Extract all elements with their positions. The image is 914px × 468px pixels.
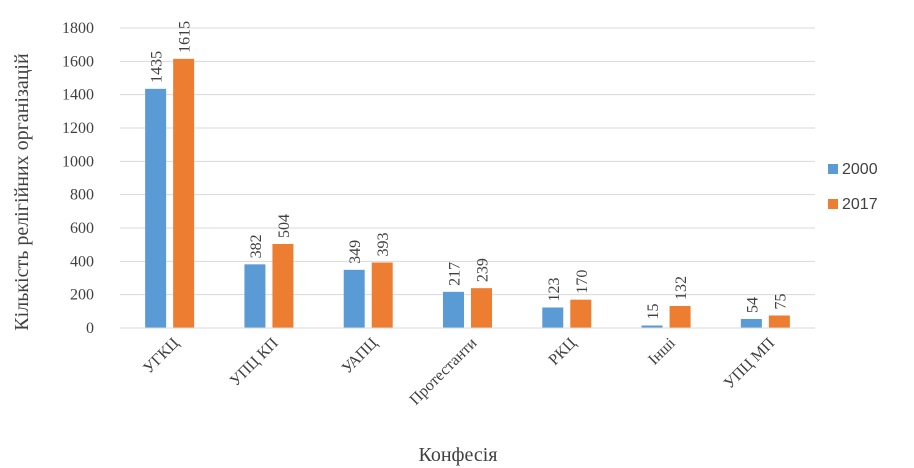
data-label: 1615: [177, 21, 194, 53]
y-tick-label: 800: [70, 187, 94, 204]
bar-2017: [669, 306, 691, 328]
bar-2000: [641, 325, 663, 328]
legend-swatch-2000: [828, 164, 838, 174]
bar-2000: [443, 291, 464, 328]
x-tick-label: Протестанти: [407, 334, 481, 408]
y-axis-title: Кількість релігійних організацій: [11, 53, 33, 331]
bar-2017: [471, 288, 492, 328]
x-tick-label: УГКЦ: [140, 334, 183, 377]
legend-label: 2000: [842, 161, 878, 178]
y-tick-label: 400: [70, 253, 94, 270]
bar-2000: [244, 264, 266, 328]
bar-2000: [343, 269, 365, 328]
y-tick-label: 1000: [62, 153, 94, 170]
y-tick-label: 1200: [62, 120, 94, 137]
gridlines: [120, 27, 815, 296]
y-tick-label: 600: [70, 220, 94, 237]
bar-2017: [272, 244, 294, 328]
bar-2000: [542, 307, 564, 328]
x-axis-title: Конфесія: [418, 444, 497, 466]
data-label: 239: [475, 258, 492, 282]
x-tick-label: Інші: [645, 334, 679, 368]
x-tick-label: УПЦ КП: [227, 334, 282, 389]
y-tick-label: 1400: [62, 87, 94, 104]
x-tick-label: УАПЦ: [339, 334, 382, 377]
legend-swatch-2017: [828, 199, 838, 209]
bar-2017: [173, 58, 195, 328]
bar-2000: [740, 319, 762, 328]
x-axis-ticks: УГКЦ УПЦ КП УАПЦ Протестанти РКЦ Інші УПЦ МП: [140, 334, 778, 408]
data-label: 393: [375, 233, 392, 257]
bars: [145, 58, 790, 328]
bar-2017: [371, 262, 393, 328]
data-labels: 1435 1615 382 504 349 393 217 239 123 170 15 132 54 7…: [149, 21, 790, 320]
data-label: 349: [347, 240, 364, 264]
data-label: 382: [248, 234, 265, 258]
data-label: 54: [744, 297, 761, 313]
y-axis-ticks: 0 200 400 600 800 1000 1200 1400 1600 1800: [62, 20, 94, 337]
data-label: 15: [645, 304, 662, 320]
data-label: 504: [276, 214, 293, 238]
data-label: 170: [574, 270, 591, 294]
x-tick-label: УПЦ МП: [721, 334, 779, 392]
y-tick-label: 0: [86, 320, 94, 337]
bar-2000: [145, 88, 167, 328]
legend-label: 2017: [842, 196, 878, 213]
legend: 2000 2017: [828, 161, 878, 213]
data-label: 217: [447, 262, 464, 286]
x-tick-label: РКЦ: [546, 334, 580, 368]
bar-2017: [570, 299, 592, 328]
data-label: 75: [772, 294, 789, 310]
data-label: 1435: [149, 51, 166, 83]
y-tick-label: 1800: [62, 20, 94, 37]
y-tick-label: 200: [70, 287, 94, 304]
y-tick-label: 1600: [62, 53, 94, 70]
data-label: 123: [546, 278, 563, 302]
data-label: 132: [673, 276, 690, 300]
bar-2017: [768, 315, 790, 328]
